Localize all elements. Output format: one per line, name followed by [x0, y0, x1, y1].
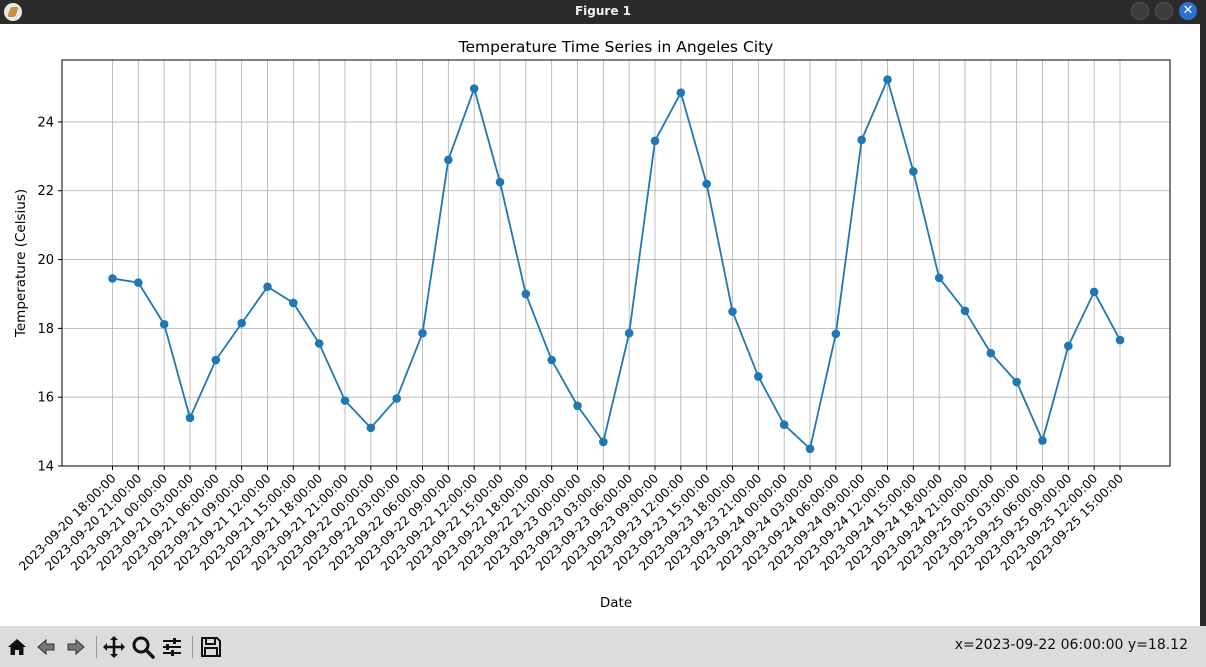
- forward-arrow-icon: [67, 638, 85, 656]
- data-point: [547, 355, 556, 365]
- y-tick-label: 14: [37, 460, 54, 475]
- data-point: [779, 420, 789, 430]
- data-point: [857, 135, 866, 145]
- data-point: [108, 274, 117, 283]
- home-button[interactable]: [4, 634, 30, 660]
- data-point: [624, 328, 634, 338]
- save-button[interactable]: [198, 634, 224, 660]
- data-point: [289, 298, 298, 308]
- forward-button[interactable]: [63, 634, 89, 660]
- data-point: [159, 319, 169, 329]
- y-tick-label: 22: [37, 184, 54, 199]
- minimize-button[interactable]: [1131, 2, 1149, 20]
- data-point: [728, 307, 737, 316]
- y-tick-label: 20: [37, 253, 54, 268]
- data-point: [676, 88, 686, 97]
- save-icon: [201, 637, 221, 657]
- close-button[interactable]: ✕: [1179, 2, 1197, 20]
- chart-title: Temperature Time Series in Angeles City: [458, 38, 774, 56]
- zoom-icon: [132, 636, 155, 659]
- data-point: [960, 306, 970, 316]
- navigation-toolbar: x=2023-09-22 06:00:00 y=18.12: [0, 626, 1206, 667]
- figure-canvas[interactable]: 14 16 18 20 22 24 2023-09-20 18:00:00 2023-09-2…: [0, 24, 1200, 626]
- data-point: [1012, 377, 1021, 387]
- data-point: [314, 339, 324, 348]
- data-point: [237, 318, 246, 328]
- y-tick-label: 24: [37, 115, 54, 130]
- data-point: [909, 167, 918, 176]
- data-point: [469, 84, 479, 93]
- data-point: [1115, 335, 1125, 345]
- data-point: [883, 75, 892, 84]
- data-point: [702, 179, 711, 189]
- window-border: [1200, 24, 1206, 626]
- data-point: [573, 401, 582, 411]
- data-point: [805, 444, 815, 454]
- data-point: [1064, 341, 1073, 351]
- back-arrow-icon: [37, 638, 55, 656]
- y-axis-label: Temperature (Celsius): [13, 189, 29, 338]
- data-point: [444, 155, 453, 165]
- y-tick-label: 18: [37, 322, 54, 337]
- data-point: [650, 136, 660, 146]
- data-point: [1038, 436, 1047, 445]
- data-point: [934, 273, 944, 283]
- data-point: [392, 394, 401, 403]
- data-point: [754, 372, 763, 381]
- window-titlebar: Figure 1 ✕: [0, 0, 1206, 24]
- configure-subplots-button[interactable]: [159, 634, 185, 660]
- data-point: [418, 328, 427, 338]
- data-point: [831, 329, 841, 339]
- data-point: [134, 278, 143, 287]
- app-icon: [4, 3, 22, 21]
- window-title: Figure 1: [574, 4, 632, 18]
- data-point: [211, 355, 221, 365]
- pan-button[interactable]: [101, 634, 127, 660]
- data-point: [1089, 287, 1099, 297]
- plot-area: [62, 60, 1170, 466]
- axes-frame: [61, 59, 1171, 467]
- home-icon: [8, 639, 26, 655]
- zoom-button[interactable]: [130, 634, 156, 660]
- x-axis-label: Date: [600, 595, 632, 611]
- pan-icon: [103, 636, 125, 658]
- y-tick-label: 16: [37, 391, 54, 406]
- temperature-series-line: [112, 76, 1121, 451]
- configure-subplots-icon: [163, 638, 181, 656]
- data-point: [986, 348, 996, 358]
- cursor-coordinates: x=2023-09-22 06:00:00 y=18.12: [954, 637, 1188, 653]
- toolbar-separator: [192, 636, 193, 658]
- data-point: [495, 177, 505, 187]
- data-point: [521, 289, 531, 299]
- maximize-button[interactable]: [1155, 2, 1173, 20]
- data-point: [366, 423, 376, 433]
- data-point: [185, 413, 195, 423]
- data-point: [599, 437, 608, 447]
- data-point: [263, 282, 272, 292]
- data-point: [340, 396, 350, 405]
- back-button[interactable]: [33, 634, 59, 660]
- toolbar-separator: [96, 636, 97, 658]
